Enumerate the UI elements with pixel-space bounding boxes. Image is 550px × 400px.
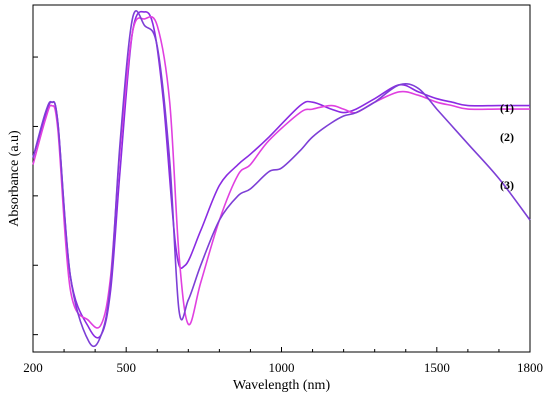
- series-label-3: (3): [500, 178, 514, 192]
- x-tick-label-200: 200: [23, 360, 43, 375]
- series-line-1: [32, 10, 530, 339]
- x-tick-label-1000: 1000: [269, 360, 295, 375]
- x-axis-ticks: 200 500 1000 1500 1800: [23, 347, 543, 375]
- y-axis-label: Absorbance (a.u): [7, 130, 22, 227]
- y-axis-ticks: [33, 56, 38, 336]
- series-label-2: (2): [500, 130, 514, 144]
- series-line-3: [32, 10, 531, 348]
- series-label-1: (1): [500, 101, 514, 115]
- x-tick-label-1500: 1500: [424, 360, 450, 375]
- series-labels: (1) (2) (3): [500, 101, 514, 192]
- x-axis-label: Wavelength (nm): [233, 378, 331, 393]
- x-tick-label-1800: 1800: [517, 360, 543, 375]
- x-tick-label-500: 500: [116, 360, 136, 375]
- series-line-2: [32, 15, 530, 329]
- series-layer: [32, 10, 531, 348]
